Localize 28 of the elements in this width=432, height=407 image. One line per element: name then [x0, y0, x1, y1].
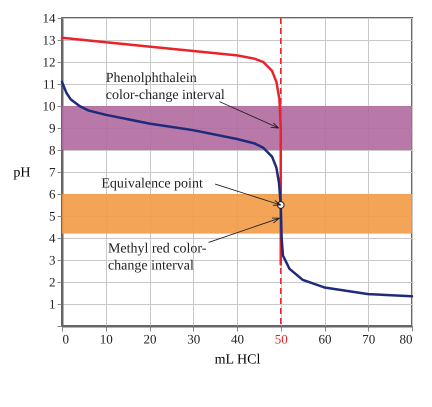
y-tick-label: 7 [49, 164, 56, 180]
annotation: Methyl red color- change interval [108, 241, 207, 274]
x-tick-label: 0 [62, 332, 69, 346]
y-tick-label: 9 [49, 120, 56, 136]
y-tick-label: 10 [42, 98, 56, 114]
y-tick-label: 1 [49, 296, 56, 312]
y-tick-label: 12 [42, 54, 56, 70]
x-tick-label: 70 [362, 332, 376, 346]
y-tick-label: 6 [49, 186, 56, 202]
x-tick-label: 50 [274, 332, 288, 346]
x-tick-label: 20 [144, 332, 156, 346]
y-tick-label: 14 [42, 10, 56, 26]
x-tick-label: 10 [100, 332, 113, 346]
y-tick-label: 4 [49, 230, 56, 246]
y-tick-label: 8 [49, 142, 56, 158]
y-tick-label: 11 [42, 76, 56, 92]
annotation: Equivalence point [101, 176, 203, 192]
annotation: Phenolphthalein color-change interval [106, 70, 225, 103]
y-tick-label: 5 [49, 208, 56, 224]
x-axis-title: mL HCl [214, 352, 260, 368]
y-tick-label: 2 [49, 274, 56, 290]
y-tick-label: 3 [49, 252, 56, 268]
y-axis-title: pH [13, 166, 30, 180]
y-tick-label: 13 [42, 32, 56, 48]
x-tick-label: 30 [187, 332, 200, 346]
x-tick-label: 40 [231, 332, 244, 346]
x-tick-label: 60 [318, 332, 332, 346]
x-tick-label: 80 [400, 332, 412, 346]
